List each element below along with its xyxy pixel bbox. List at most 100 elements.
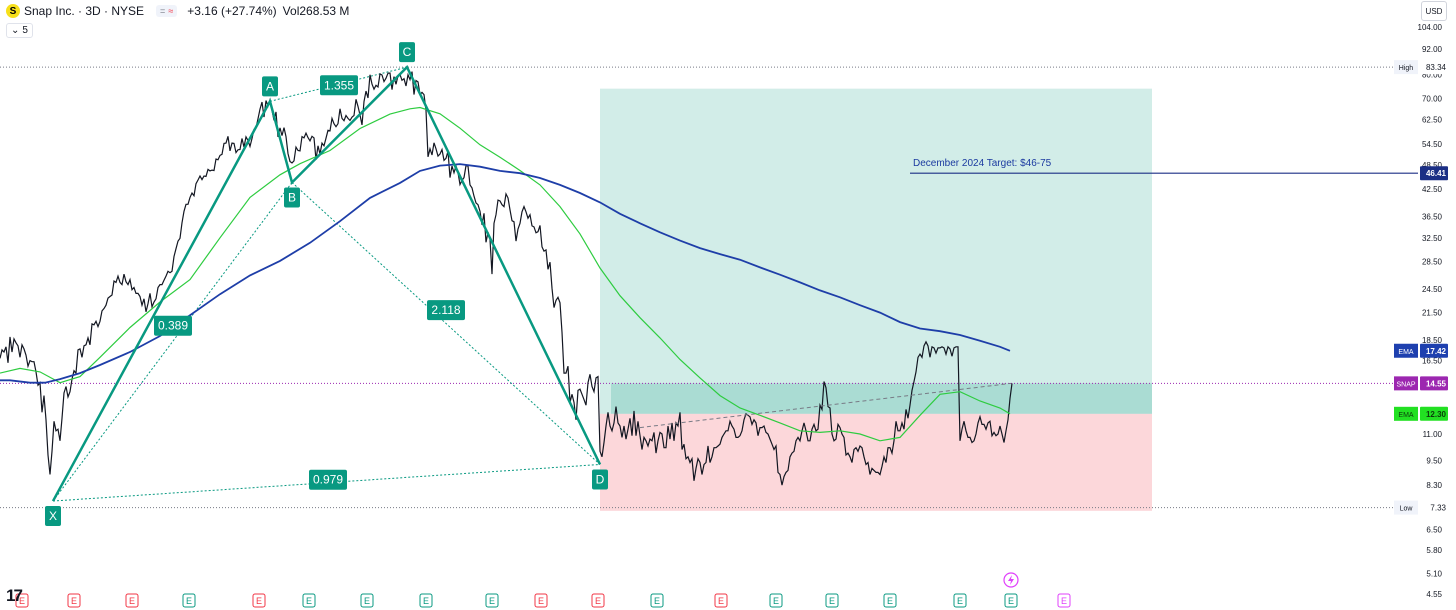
earnings-marker[interactable]: E (769, 593, 783, 608)
earnings-marker[interactable]: E (1004, 593, 1018, 608)
lightning-icon (1003, 572, 1019, 588)
chart-mode-pill[interactable]: = ≈ (156, 5, 178, 17)
price-label-name: SNAP (1396, 381, 1415, 388)
earnings-marker[interactable]: E (67, 593, 81, 608)
harmonic-ratio-line (52, 463, 601, 502)
earnings-box (953, 593, 967, 608)
profit-zone (600, 88, 1152, 414)
y-tick-label: 11.00 (1423, 430, 1443, 439)
currency-button[interactable]: USD (1421, 1, 1447, 21)
harmonic-point-x: X (45, 506, 61, 527)
price-label-value-box (1420, 60, 1448, 75)
earnings-label: E (957, 596, 963, 606)
earnings-label: E (773, 596, 779, 606)
harmonic-point-box (284, 187, 300, 208)
ratio-label: 0.389 (158, 319, 188, 333)
earnings-marker[interactable]: E (1057, 593, 1071, 608)
earnings-label: E (1061, 596, 1067, 606)
price-change: +3.16 (+27.74%) (187, 4, 277, 18)
equals-icon: = (160, 6, 166, 16)
chart-header: S Snap Inc. · 3D · NYSE = ≈ +3.16 (+27.7… (6, 3, 349, 19)
harmonic-point-c: C (399, 42, 415, 63)
y-tick-label: 32.50 (1422, 234, 1443, 243)
y-tick-label: 21.50 (1422, 309, 1443, 318)
earnings-label: E (19, 596, 25, 606)
price-label-value: 7.33 (1430, 504, 1446, 513)
layers-count: 5 (22, 25, 28, 36)
y-tick-label: 70.00 (1422, 95, 1443, 104)
earnings-box (67, 593, 81, 608)
harmonic-point-a: A (262, 76, 278, 97)
earnings-marker[interactable]: E (883, 593, 897, 608)
symbol-title[interactable]: Snap Inc. · 3D · NYSE (24, 4, 145, 18)
price-label-tag (1394, 406, 1418, 421)
earnings-marker[interactable]: E (360, 593, 374, 608)
y-tick-label: 92.00 (1422, 45, 1443, 54)
earnings-marker[interactable]: E (302, 593, 316, 608)
price-label-value-box (1420, 406, 1448, 421)
trend-projection-line (639, 382, 1012, 429)
ratio-label: 2.118 (431, 303, 460, 317)
harmonic-ratio: 1.355 (320, 75, 358, 96)
earnings-marker[interactable]: E (953, 593, 967, 608)
earnings-label: E (654, 596, 660, 606)
price-label-tag (1394, 60, 1418, 75)
ratio-box (320, 75, 358, 96)
harmonic-point-label: B (288, 190, 296, 204)
harmonic-point-label: C (403, 45, 412, 59)
earnings-marker[interactable]: E (252, 593, 266, 608)
y-tick-label: 62.50 (1422, 115, 1443, 124)
harmonic-ratio: 2.118 (427, 300, 465, 321)
tradingview-logo-icon: 17 (6, 586, 23, 605)
ratio-box (309, 469, 347, 490)
earnings-marker[interactable]: E (825, 593, 839, 608)
y-tick-label: 4.55 (1426, 590, 1442, 599)
price-label-value: 17.42 (1426, 347, 1447, 356)
y-tick-label: 48.50 (1422, 161, 1443, 170)
earnings-marker[interactable]: E (485, 593, 499, 608)
earnings-label: E (129, 596, 135, 606)
earnings-marker[interactable]: E (125, 593, 139, 608)
price-label: High 83.34 (1394, 60, 1448, 75)
price-label-value-box (1420, 500, 1448, 515)
earnings-marker[interactable]: E (419, 593, 433, 608)
price-label-name: Low (1400, 506, 1414, 513)
earnings-label: E (538, 596, 544, 606)
earnings-marker[interactable]: E (182, 593, 196, 608)
earnings-label: E (1008, 596, 1014, 606)
current-gain-zone (611, 383, 1152, 414)
price-label-name: EMA (1398, 349, 1414, 356)
harmonic-ratio-line (269, 66, 408, 102)
earnings-label: E (306, 596, 312, 606)
earnings-box (650, 593, 664, 608)
y-tick-label: 42.50 (1422, 185, 1443, 194)
target-annotation: December 2024 Target: $46-75 (913, 158, 1052, 169)
harmonic-point-box (592, 469, 608, 490)
earnings-label: E (595, 596, 601, 606)
earnings-box (883, 593, 897, 608)
snap-logo-icon: S (6, 4, 20, 18)
price-label-tag (1394, 376, 1418, 391)
volume-label: Vol (282, 4, 300, 18)
harmonic-point-label: X (49, 509, 57, 523)
loss-zone (600, 413, 1152, 511)
earnings-box (252, 593, 266, 608)
harmonic-point-label: D (596, 472, 605, 486)
earnings-box (1057, 593, 1071, 608)
earnings-marker[interactable]: E (591, 593, 605, 608)
y-tick-label: 104.00 (1418, 23, 1443, 32)
earnings-marker[interactable]: E (534, 593, 548, 608)
earnings-marker[interactable]: E (15, 593, 29, 608)
indicator-layers-toggle[interactable]: ⌄ 5 (6, 23, 33, 38)
earnings-marker[interactable]: E (650, 593, 664, 608)
price-label: Low 7.33 (1394, 500, 1448, 515)
earnings-label: E (256, 596, 262, 606)
earnings-label: E (186, 596, 192, 606)
price-label-value: 12.30 (1426, 410, 1447, 419)
earnings-label: E (887, 596, 893, 606)
y-tick-label: 9.50 (1426, 457, 1442, 466)
earnings-marker[interactable]: E (714, 593, 728, 608)
harmonic-point-box (262, 76, 278, 97)
price-label-value: 14.55 (1426, 379, 1447, 388)
